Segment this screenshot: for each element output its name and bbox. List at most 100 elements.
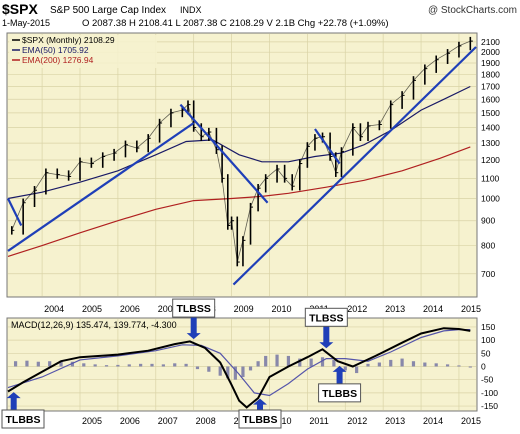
histogram-bar [195,366,200,370]
arrow-down-icon [319,326,334,349]
macd-year-label: 2012 [347,416,367,426]
macd-tick-label: 100 [481,335,495,345]
histogram-bar [36,361,40,367]
signal-line [7,329,471,397]
histogram-bar [248,366,253,371]
macd-year-label: 2015 [461,416,481,426]
legend-ema200: EMA(200) 1276.94 [22,55,94,65]
price-time-axis: 2004200520062007200820092010201120122013… [44,304,481,314]
watermark: @ StockCharts.com [428,5,517,16]
price-year-label: 2015 [461,304,481,314]
histogram-bar [184,363,188,367]
macd-line [7,327,471,409]
price-bars [10,36,473,267]
histogram-bar [275,354,279,367]
histogram-bar [298,358,302,367]
histogram-bar [150,363,154,367]
price-year-label: 2010 [271,304,291,314]
trendline [7,122,195,252]
price-tick-label: 1700 [481,81,500,91]
histogram-bar [207,366,211,372]
tlbs-callout-box [1,409,45,429]
ema200-layer [7,146,471,257]
price-tick-label: 1800 [481,69,500,79]
tlbs-callout-box [318,383,362,403]
tlbs-callout-box [238,409,282,429]
histogram-bar [218,366,222,376]
histogram-bar [400,358,404,367]
symbol-label: $SPX [2,1,38,17]
price-year-label: 2006 [120,304,140,314]
histogram-bar [233,366,237,380]
ema200-line [7,146,471,257]
trendline [7,197,23,226]
histogram-bar [411,361,416,367]
histogram-bar [25,360,29,367]
histogram-bar [139,363,143,367]
price-tick-label: 2000 [481,47,500,57]
legend-price: $SPX (Monthly) 2108.29 [22,35,115,45]
macd-tick-label: 50 [481,348,491,358]
quote-line: O 2087.38 H 2108.41 L 2087.38 C 2108.29 … [82,18,389,29]
price-line [11,40,471,263]
macd-year-label: 2013 [385,416,405,426]
histogram-bar [93,364,97,367]
legend-ema50: EMA(50) 1705.92 [22,45,89,55]
price-tick-label: 1300 [481,138,500,148]
tlbs-callout-label: TLBBS [243,414,278,426]
tlbs-callout-box [172,298,216,318]
price-tick-label: 700 [481,269,495,279]
price-year-label: 2009 [234,304,254,314]
histogram-bar [320,357,325,367]
histogram-bar [70,361,75,367]
price-tick-label: 1100 [481,173,500,183]
histogram-bar [286,355,291,367]
signal-layer [7,329,471,397]
price-year-label: 2012 [347,304,367,314]
arrow-up-icon [332,365,347,384]
trendline [179,103,269,204]
price-tick-label: 1900 [481,58,500,68]
index-name: S&P 500 Large Cap Index [50,5,166,16]
macd-tick-label: 0 [481,361,486,371]
histogram-bar [127,364,131,367]
macd-tick-label: -150 [481,401,498,411]
tlbs-callout-label: TLBSS [176,303,210,315]
tlbs-callout-box [304,307,348,327]
histogram-bar [104,365,109,367]
price-tick-label: 900 [481,216,495,226]
histogram-bar [377,362,381,367]
arrow-down-icon [186,317,201,340]
macd-tick-label: -100 [481,388,498,398]
histogram-bar [343,366,347,371]
price-year-label: 2004 [44,304,64,314]
histogram-bar [226,366,230,379]
histogram-bar [468,366,472,368]
histogram-bar [13,361,18,367]
trendlines [7,46,477,286]
price-legend: $SPX (Monthly) 2108.29 EMA(50) 1705.92 E… [9,35,157,68]
exchange-label: INDX [180,5,202,15]
histogram-bar [116,364,120,367]
price-tick-label: 1400 [481,122,500,132]
histogram-bar [173,363,177,367]
tlbs-callout-label: TLBSS [309,312,343,324]
macd-year-label: 2007 [158,416,178,426]
histogram-bar [445,364,450,367]
histogram-bar [309,358,313,367]
price-tick-label: 1200 [481,155,500,165]
histogram-bar [457,365,461,367]
histogram-bar [355,366,359,374]
price-year-label: 2005 [82,304,102,314]
macd-panel [6,317,478,412]
price-year-label: 2013 [385,304,405,314]
histogram-bar [256,361,260,367]
histogram-bar [241,366,245,378]
histogram-bar [423,362,427,367]
macd-histogram [13,354,472,380]
price-tick-label: 1600 [481,94,500,104]
histogram-bar [264,355,268,367]
macd-tick-label: 150 [481,322,495,332]
macd-year-label: 2005 [82,416,102,426]
